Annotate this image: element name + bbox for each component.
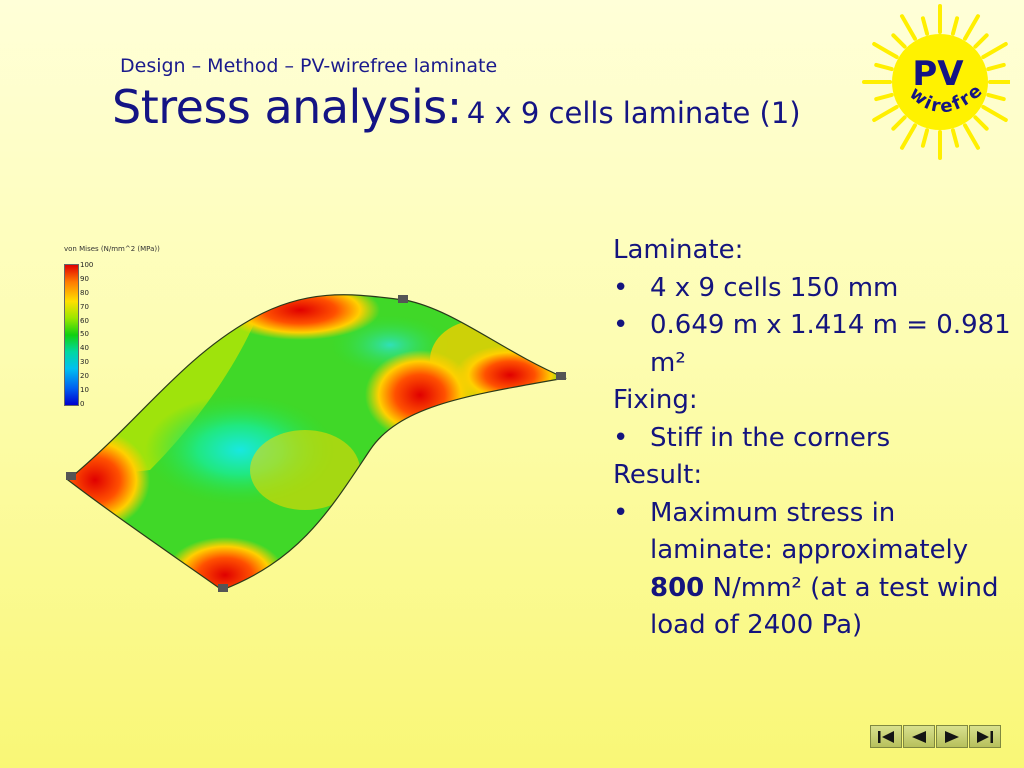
slide-navigation	[870, 725, 1001, 748]
result-value: 800	[650, 572, 705, 603]
result-item: Maximum stress in laminate: approximatel…	[650, 495, 1013, 645]
first-slide-button[interactable]	[870, 725, 902, 748]
sun-ray	[981, 105, 1008, 122]
logo-pv: PV	[912, 54, 964, 94]
bullet: •	[613, 310, 629, 340]
list-item: • Stiff in the corners	[613, 420, 1013, 458]
list-item: • 4 x 9 cells 150 mm	[613, 270, 1013, 308]
laminate-heading: Laminate:	[613, 235, 744, 265]
sun-ray	[874, 62, 894, 72]
sun-ray	[891, 115, 907, 131]
legend-tick: 30	[80, 358, 89, 367]
legend-tick: 20	[80, 372, 89, 381]
sun-ray	[874, 92, 894, 102]
legend-tick: 40	[80, 344, 89, 353]
sun-ray	[920, 16, 930, 36]
previous-icon	[912, 730, 926, 743]
sun-ray	[963, 123, 980, 150]
sun-ray	[872, 105, 899, 122]
result-suffix: N/mm² (at a test wind load of 2400 Pa)	[650, 572, 999, 641]
content-text: Laminate: • 4 x 9 cells 150 mm • 0.649 m…	[613, 232, 1013, 645]
sun-ray	[986, 92, 1006, 102]
result-heading: Result:	[613, 460, 703, 490]
sun-ray	[950, 128, 960, 148]
next-slide-button[interactable]	[936, 725, 968, 748]
bullet: •	[613, 497, 629, 528]
bullet: •	[613, 272, 629, 303]
legend-color-bar	[64, 264, 79, 406]
list-item: • 0.649 m x 1.414 m = 0.981 m²	[613, 307, 1013, 382]
legend-tick: 50	[80, 330, 89, 339]
title-sub: 4 x 9 cells laminate (1)	[466, 96, 801, 130]
sun-ray	[891, 33, 907, 49]
fixing-heading: Fixing:	[613, 385, 698, 415]
sun-ray	[973, 33, 989, 49]
sun-ray	[900, 14, 917, 41]
sun-ray	[981, 42, 1008, 59]
sun-ray	[900, 123, 917, 150]
bullet: •	[613, 422, 629, 453]
slide-title: Stress analysis: 4 x 9 cells laminate (1…	[112, 80, 801, 134]
legend-tick: 80	[80, 288, 89, 297]
next-icon	[945, 730, 959, 743]
legend-tick: 70	[80, 302, 89, 311]
sun-ray	[963, 14, 980, 41]
sun-ray	[872, 42, 899, 59]
sun-ray	[920, 128, 930, 148]
pv-wirefree-logo: PV wirefree	[860, 0, 1010, 160]
sun-ray	[950, 16, 960, 36]
last-slide-button[interactable]	[969, 725, 1001, 748]
legend-tick: 90	[80, 274, 89, 283]
first-icon	[878, 730, 894, 743]
title-main: Stress analysis:	[112, 80, 462, 134]
breadcrumb: Design – Method – PV-wirefree laminate	[120, 55, 498, 77]
list-item: • Maximum stress in laminate: approximat…	[613, 495, 1013, 645]
last-icon	[977, 730, 993, 743]
legend-title: von Mises (N/mm^2 (MPa))	[64, 245, 160, 253]
legend-ticks: 100 90 80 70 60 50 40 30 20 10 0	[80, 259, 93, 412]
sun-icon	[862, 4, 1010, 160]
sun-ray	[973, 115, 989, 131]
laminate-item-cells: 4 x 9 cells 150 mm	[650, 272, 899, 303]
legend-tick: 10	[80, 386, 89, 395]
legend-tick: 0	[80, 399, 85, 408]
fixing-item: Stiff in the corners	[650, 422, 891, 453]
legend-tick: 60	[80, 316, 89, 325]
previous-slide-button[interactable]	[903, 725, 935, 748]
legend-tick: 100	[80, 261, 94, 269]
result-prefix: Maximum stress in laminate: approximatel…	[650, 497, 969, 566]
sun-ray	[986, 62, 1006, 72]
laminate-item-size: 0.649 m x 1.414 m = 0.981 m²	[650, 310, 1011, 378]
stress-plot	[66, 294, 568, 592]
